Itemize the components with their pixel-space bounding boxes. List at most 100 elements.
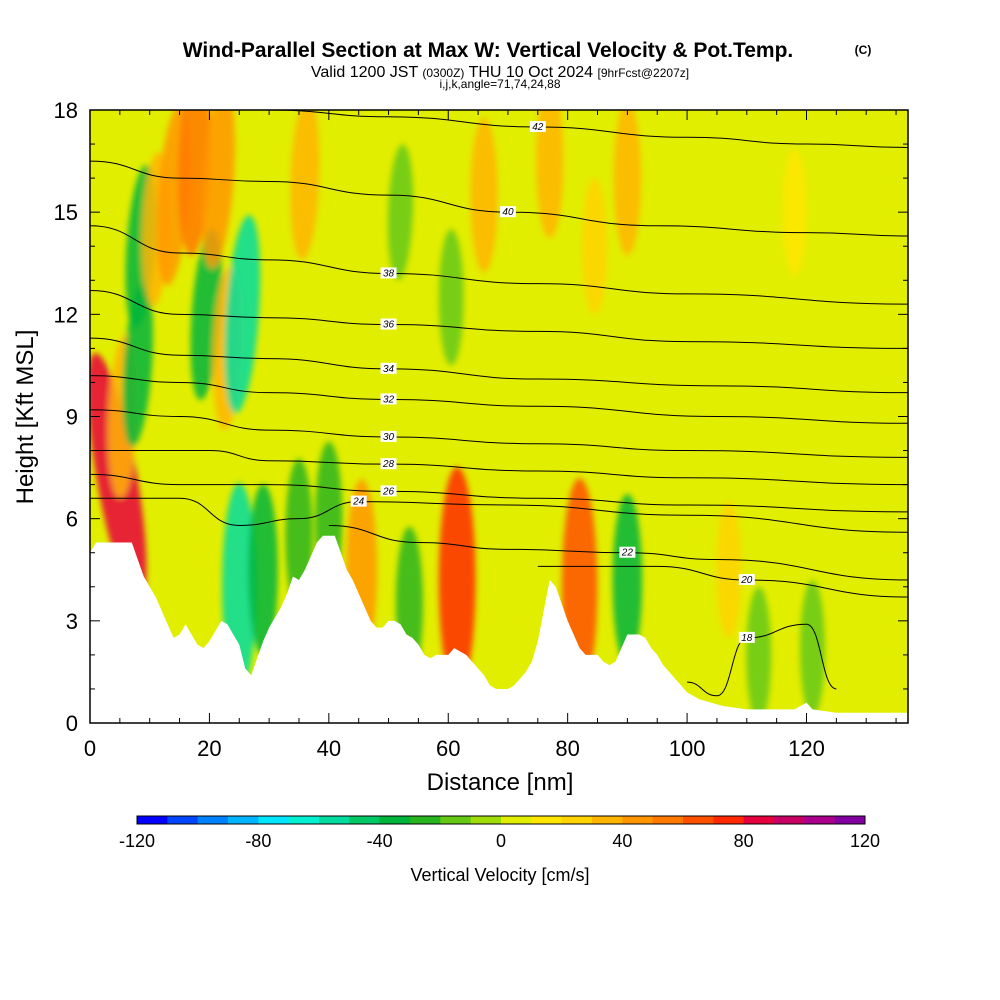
chart-subtitle-indices: i,j,k,angle=71,74,24,88 <box>439 77 560 91</box>
svg-text:26: 26 <box>382 486 395 497</box>
colorbar-swatch-9 <box>410 816 441 824</box>
svg-text:20: 20 <box>740 575 753 586</box>
theta-contour-label-36: 36 <box>380 318 397 331</box>
x-tick-label-60: 60 <box>436 736 460 761</box>
colorbar-swatch-15 <box>592 816 623 824</box>
svg-text:24: 24 <box>352 497 365 508</box>
theta-contour-label-28: 28 <box>380 458 397 470</box>
x-tick-label-100: 100 <box>669 736 706 761</box>
theta-contour-38 <box>90 225 908 305</box>
svg-text:40: 40 <box>502 207 514 218</box>
theta-contour-label-40: 40 <box>499 206 516 218</box>
svg-text:28: 28 <box>382 459 395 470</box>
colorbar-title: Vertical Velocity [cm/s] <box>410 865 589 885</box>
theta-contour-label-32: 32 <box>380 393 397 405</box>
colorbar-swatch-18 <box>683 816 714 824</box>
colorbar-label--40: -40 <box>367 831 393 851</box>
x-tick-label-0: 0 <box>84 736 96 761</box>
colorbar-swatch-10 <box>440 816 472 824</box>
colorbar-label-120: 120 <box>850 831 880 851</box>
theta-contour-label-20: 20 <box>738 573 755 586</box>
theta-contour-36 <box>90 289 908 349</box>
y-axis-title: Height [Kft MSL] <box>12 330 39 505</box>
velocity-cell-23 <box>612 493 643 666</box>
colorbar-label-0: 0 <box>496 831 506 851</box>
velocity-cell-28 <box>746 586 772 723</box>
velocity-cell-8 <box>201 110 235 269</box>
colorbar-swatch-6 <box>319 816 350 824</box>
y-tick-label-12: 12 <box>54 302 78 327</box>
colorbar-swatch-14 <box>561 816 593 824</box>
theta-contour-label-34: 34 <box>380 362 397 375</box>
colorbar-swatch-19 <box>713 816 745 824</box>
colorbar-swatch-22 <box>804 816 836 824</box>
colorbar-swatch-20 <box>743 816 775 824</box>
subtitle-forecast: [9hrFcst@2207z] <box>598 66 690 80</box>
theta-contour-label-38: 38 <box>380 267 397 279</box>
colorbar-swatch-7 <box>349 816 381 824</box>
x-tick-label-120: 120 <box>788 736 825 761</box>
theta-contours <box>90 110 908 697</box>
velocity-cell-15 <box>290 110 320 260</box>
theta-contour-label-30: 30 <box>380 430 397 443</box>
chart-title-mark: (C) <box>855 43 872 57</box>
plot-area: 42 40 38 36 34 32 30 28 26 24 22 20 18 <box>89 109 909 724</box>
x-axis-title: Distance [nm] <box>427 769 574 796</box>
y-tick-label-0: 0 <box>66 711 78 736</box>
y-tick-label-15: 15 <box>54 200 78 225</box>
svg-text:36: 36 <box>383 320 395 331</box>
subtitle-valid: Valid 1200 JST <box>311 64 419 81</box>
theta-contour-label-42: 42 <box>529 121 546 133</box>
velocity-cell-24 <box>536 110 564 239</box>
chart-subtitle-line: Valid 1200 JST (0300Z) THU 10 Oct 2024 [… <box>311 64 689 81</box>
theta-contour-label-26: 26 <box>380 485 397 497</box>
colorbar-swatch-17 <box>652 816 684 824</box>
colorbar-swatch-1 <box>167 816 199 824</box>
chart-title: Wind-Parallel Section at Max W: Vertical… <box>183 39 794 62</box>
svg-text:38: 38 <box>383 268 395 279</box>
svg-text:30: 30 <box>383 432 395 443</box>
theta-contour-32 <box>90 375 908 424</box>
terrain-mask <box>90 535 908 723</box>
colorbar-swatch-21 <box>774 816 805 824</box>
velocity-cell-25 <box>582 178 607 315</box>
velocity-cell-12 <box>248 483 278 656</box>
x-tick-label-80: 80 <box>555 736 579 761</box>
subtitle-date: THU 10 Oct 2024 <box>469 64 594 81</box>
colorbar: -120 -80 -40 0 40 80 120 <box>119 815 880 851</box>
x-tick-label-20: 20 <box>197 736 221 761</box>
colorbar-swatch-23 <box>834 816 866 824</box>
y-tick-label-6: 6 <box>66 507 78 532</box>
theta-contour-26 <box>90 473 908 513</box>
colorbar-swatch-13 <box>531 816 563 824</box>
velocity-cell-20 <box>438 229 464 366</box>
theta-contour-22 <box>328 524 908 581</box>
svg-text:22: 22 <box>621 548 634 559</box>
theta-contour-label-18: 18 <box>738 631 755 644</box>
colorbar-swatch-0 <box>137 816 168 824</box>
colorbar-swatch-4 <box>258 816 290 824</box>
svg-text:32: 32 <box>383 394 395 405</box>
velocity-cell-27 <box>716 501 742 638</box>
y-tick-label-18: 18 <box>54 98 78 123</box>
colorbar-label-80: 80 <box>734 831 754 851</box>
colorbar-swatch-2 <box>197 816 229 824</box>
velocity-cell-29 <box>800 580 825 717</box>
theta-contour-42 <box>90 110 908 148</box>
y-tick-label-9: 9 <box>66 405 78 430</box>
theta-contour-20 <box>537 565 908 598</box>
theta-contour-28 <box>90 450 908 486</box>
velocity-cell-10 <box>224 215 261 414</box>
colorbar-swatch-16 <box>622 816 654 824</box>
colorbar-swatch-12 <box>501 816 532 824</box>
colorbar-swatch-8 <box>379 816 411 824</box>
velocity-cell-26 <box>613 110 641 256</box>
theta-contour-24 <box>90 497 908 533</box>
x-axis: 0 20 40 60 80 100 120 <box>84 110 897 761</box>
y-axis: 0 36 9 12 15 18 <box>54 98 908 736</box>
x-tick-label-40: 40 <box>317 736 341 761</box>
theta-contour-34 <box>90 337 908 394</box>
velocity-field <box>90 110 825 723</box>
svg-text:42: 42 <box>532 122 544 133</box>
colorbar-frame <box>136 815 866 825</box>
